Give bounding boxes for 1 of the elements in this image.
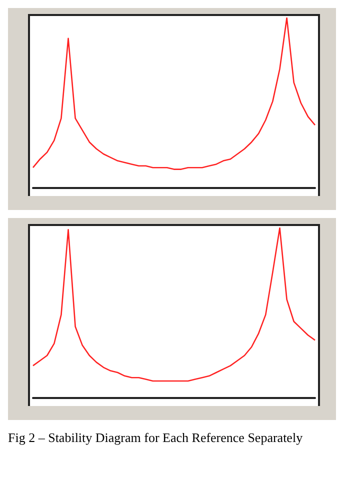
caption: Fig 2 – Stability Diagram for Each Reference Separately bbox=[8, 420, 336, 446]
